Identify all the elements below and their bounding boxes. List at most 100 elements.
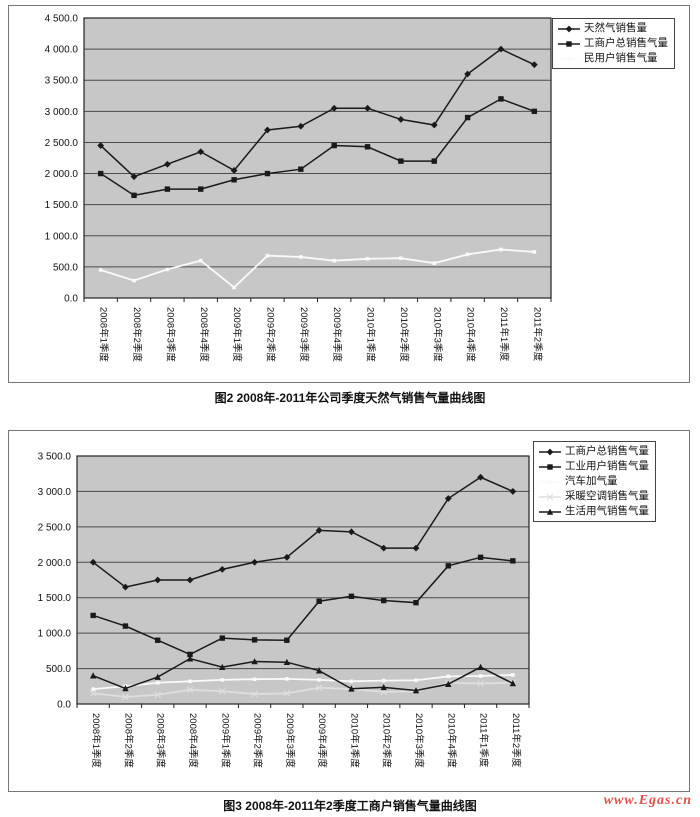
x-axis-label: 2009年4季度 [331,307,343,362]
dot-marker [285,677,289,681]
x-axis-label: 2011年1季度 [478,713,490,768]
diamond-marker [163,160,171,168]
dot-marker [499,247,503,252]
triangle-marker [154,673,161,680]
square-marker [464,114,471,121]
legend-label: 工商户总销售气量 [584,37,668,49]
square-marker [284,637,290,643]
square-marker [164,186,171,192]
y-axis-label: 2 500.0 [45,138,79,149]
dot-marker [232,285,236,290]
dot-marker [399,256,403,260]
y-axis-label: 1 500.0 [38,593,72,604]
figure2-legend: 天然气销售量 工商户总销售气量 民用户销售气量 [552,18,675,69]
triangle-marker [412,687,420,694]
triangle-marker [219,663,226,670]
legend-marker-icon [558,40,580,47]
dot-marker [478,674,483,678]
x-axis-label: 2009年2季度 [264,307,276,362]
x-marker [122,693,129,701]
x-axis-label: 2010年4季度 [465,307,477,362]
dot-marker [220,678,225,682]
square-marker [498,96,504,102]
legend-item: 民用户销售气量 [557,52,668,65]
dot-marker [414,678,418,683]
y-axis-label: 2 000.0 [45,169,79,180]
x-axis-label: 2008年4季度 [198,307,210,362]
diamond-marker [380,544,388,552]
x-axis-label: 2009年3季度 [284,713,296,768]
square-marker [298,166,304,172]
series-1 [97,45,538,181]
y-axis-label: 3 500.0 [38,452,72,463]
x-marker [315,684,323,692]
x-axis-label: 2010年1季度 [365,307,377,362]
x-marker [154,691,162,699]
square-marker [398,158,404,164]
triangle-marker [509,680,517,687]
dot-marker [317,678,321,682]
diamond-marker [565,25,573,32]
x-axis-label: 2009年3季度 [298,307,310,362]
square-marker [413,599,419,606]
square-marker [264,170,271,177]
series-line [93,681,513,698]
diamond-marker [218,565,226,573]
x-axis-label: 2008年3季度 [164,307,176,362]
diamond-marker [122,583,129,591]
dot-marker [299,255,303,259]
x-axis-label: 2009年1季度 [219,713,231,768]
diamond-marker [97,142,105,149]
dot-marker [155,680,160,685]
triangle-marker [546,508,554,515]
x-axis-label: 2010年3季度 [413,713,425,768]
x-axis-label: 2008年2季度 [131,307,143,362]
x-axis-label: 2010年1季度 [348,713,360,768]
legend-label: 采暖空调销售气量 [565,490,649,502]
commercial-gas-breakdown-chart: 0.0 500.0 1 000.0 1 500.0 2 000.0 2 500.0 3 00… [38,452,530,768]
diamond-marker [197,148,205,156]
triangle-marker [315,667,323,674]
x-marker [546,493,554,500]
x-axis-label: 2008年1季度 [90,713,102,768]
diamond-marker [497,45,505,53]
x-axis-label: 2010年2季度 [381,713,393,768]
y-axis-label: 3 500.0 [45,76,79,87]
diamond-marker [546,448,554,455]
series-line [100,48,535,178]
dot-marker [446,674,451,679]
dot-marker [252,677,257,681]
dot-marker [91,687,95,691]
y-axis-label: 1 500.0 [45,200,79,211]
diamond-marker [130,173,138,181]
legend-label: 工商户总销售气量 [565,445,649,457]
series-line [93,674,513,691]
plot-background [77,456,529,704]
y-axis-label: 0.0 [57,700,71,711]
legend-item: 工商户总销售气量 [538,445,649,458]
x-marker [477,680,484,687]
diamond-marker [330,104,338,112]
square-marker [364,144,371,150]
y-axis-label: 1 000.0 [45,231,79,242]
y-axis-label: 4 000.0 [45,45,79,56]
square-marker [381,597,387,604]
dot-marker [465,252,470,257]
triangle-marker [251,658,258,665]
dot-marker [98,268,103,272]
x-axis-label: 2008年1季度 [98,307,110,362]
series-line [92,476,514,588]
x-marker [186,686,194,694]
x-axis-label: 2009年1季度 [231,307,243,362]
square-marker [90,612,96,619]
square-marker [155,637,161,643]
series-line [100,98,535,197]
square-marker [219,635,225,641]
x-marker [218,687,226,695]
legend-label: 民用户销售气量 [584,52,658,64]
diamond-marker [230,167,238,174]
dot-marker [381,678,386,683]
legend-marker-icon [539,479,561,484]
square-marker [97,170,104,177]
diamond-marker [154,576,162,584]
